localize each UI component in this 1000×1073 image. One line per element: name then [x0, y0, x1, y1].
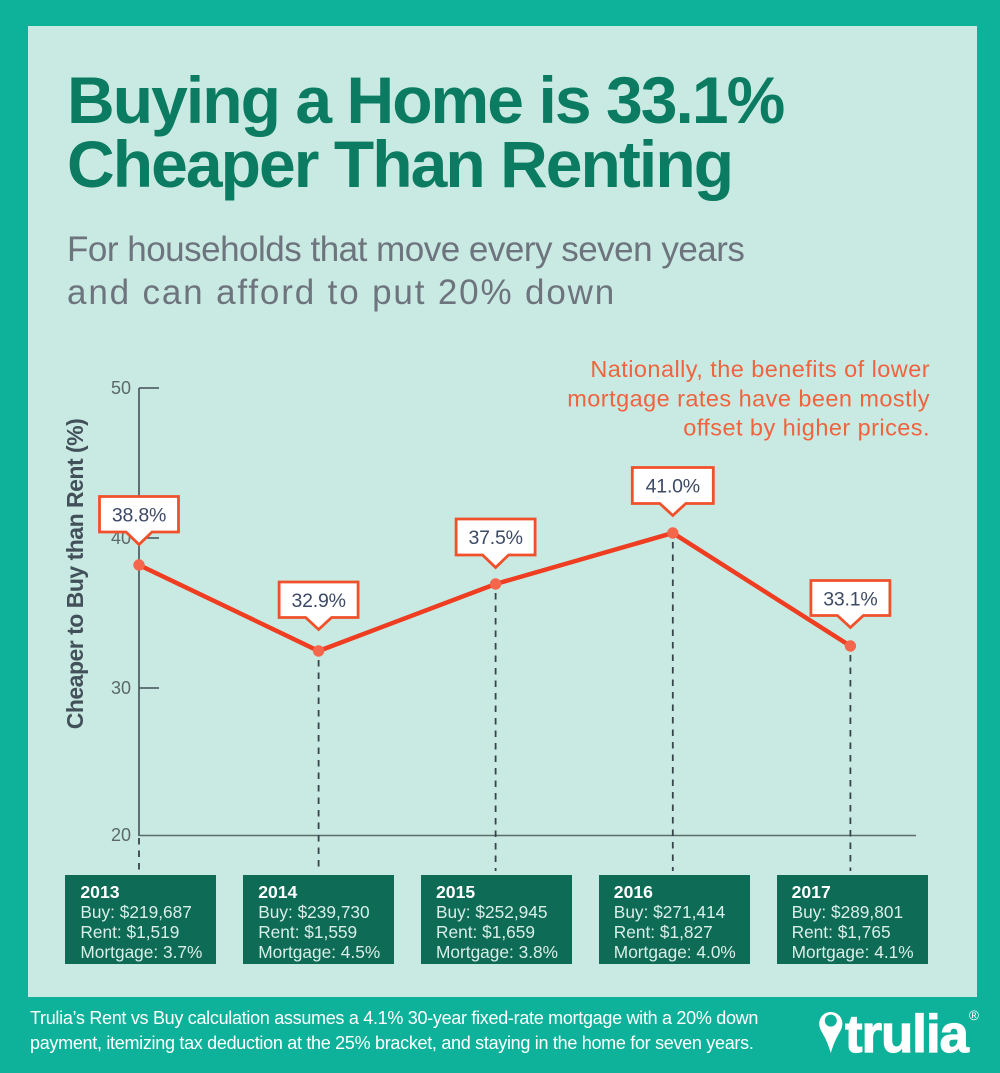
svg-text:Nationally, the benefits of lo: Nationally, the benefits of lower	[590, 356, 930, 382]
svg-text:50: 50	[111, 378, 131, 398]
svg-text:38.8%: 38.8%	[112, 505, 166, 527]
svg-text:20: 20	[111, 825, 131, 845]
svg-text:trulia: trulia	[845, 1005, 970, 1064]
svg-text:33.1%: 33.1%	[823, 589, 877, 611]
svg-text:30: 30	[111, 678, 131, 698]
svg-text:mortgage rates have been mostl: mortgage rates have been mostly	[567, 386, 930, 412]
svg-text:37.5%: 37.5%	[468, 527, 522, 549]
svg-text:®: ®	[969, 1008, 979, 1023]
svg-text:Cheaper to Buy than Rent (%): Cheaper to Buy than Rent (%)	[62, 419, 88, 730]
svg-text:offset by higher prices.: offset by higher prices.	[683, 415, 930, 441]
svg-text:32.9%: 32.9%	[291, 590, 345, 612]
svg-text:41.0%: 41.0%	[646, 476, 700, 498]
